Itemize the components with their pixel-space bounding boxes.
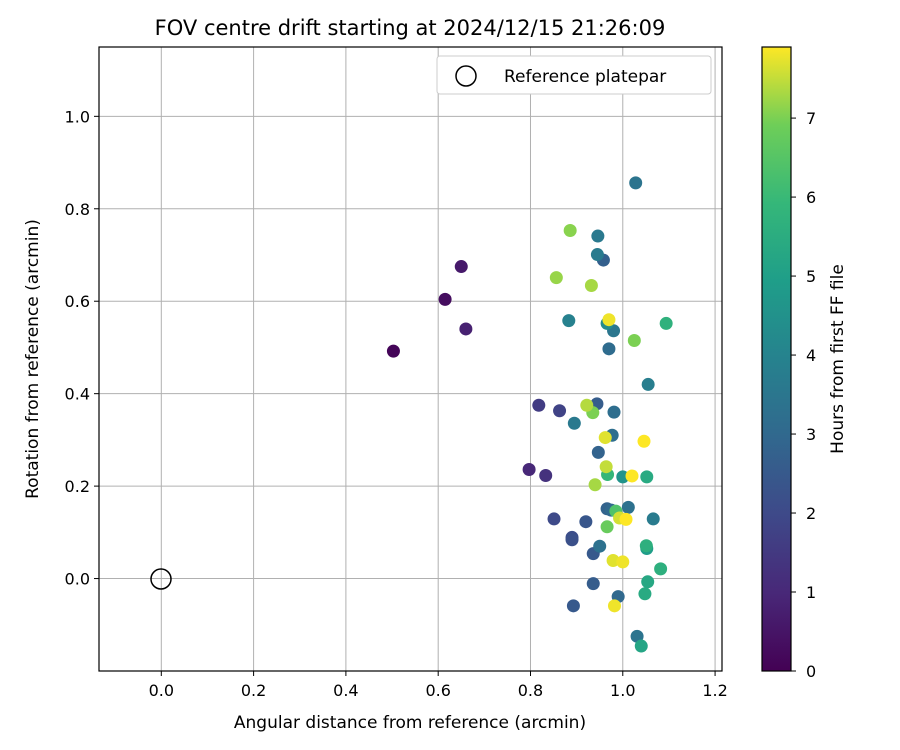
data-point — [640, 470, 654, 484]
data-point — [562, 314, 576, 328]
colorbar-label: Hours from first FF file — [828, 264, 848, 454]
x-axis-label: Angular distance from reference (arcmin) — [234, 713, 586, 733]
y-tick-label: 0.6 — [65, 292, 90, 311]
data-point — [641, 575, 655, 589]
data-point — [547, 512, 561, 526]
data-point — [584, 279, 598, 293]
data-point — [549, 271, 563, 285]
data-point — [522, 462, 536, 476]
data-point — [580, 398, 594, 412]
colorbar-tick-label: 2 — [806, 504, 816, 523]
legend-box — [436, 55, 712, 95]
data-point — [600, 520, 614, 534]
data-point — [625, 469, 639, 483]
colorbar-tick-label: 5 — [806, 267, 816, 286]
data-point — [654, 562, 668, 576]
legend-marker-icon — [455, 65, 477, 87]
y-axis-ticks: 0.0 0.2 0.4 0.6 0.8 1.0 — [65, 107, 99, 589]
data-point — [621, 500, 635, 514]
data-point — [565, 533, 579, 547]
data-point — [646, 512, 660, 526]
data-point — [454, 260, 468, 274]
grid-lines — [99, 47, 722, 671]
colorbar-tick-label: 4 — [806, 346, 816, 365]
data-point — [599, 460, 613, 474]
x-tick-label: 1.2 — [702, 681, 727, 700]
data-point — [438, 292, 452, 306]
data-point — [586, 577, 600, 591]
colorbar-gradient — [762, 47, 791, 671]
plot-frame — [98, 46, 723, 672]
y-tick-label: 0.4 — [65, 385, 90, 404]
data-point — [591, 229, 605, 243]
colorbar-tick-label: 6 — [806, 188, 816, 207]
x-axis-ticks: 0.0 0.2 0.4 0.6 0.8 1.0 1.2 — [149, 671, 728, 700]
data-point — [627, 334, 641, 348]
data-point — [566, 599, 580, 613]
data-points — [386, 176, 673, 653]
colorbar-tick-label: 0 — [806, 662, 816, 681]
data-point — [593, 539, 607, 553]
data-point — [639, 539, 653, 553]
chart-title: FOV centre drift starting at 2024/12/15 … — [155, 16, 666, 40]
colorbar-tick-label: 7 — [806, 109, 816, 128]
data-point — [630, 629, 644, 643]
data-point — [591, 445, 605, 459]
data-point — [659, 316, 673, 330]
data-point — [638, 587, 652, 601]
colorbar: 0 1 2 3 4 5 6 7 Hours from first FF file — [761, 46, 848, 681]
data-point — [459, 322, 473, 336]
data-point — [607, 599, 621, 613]
x-tick-label: 0.2 — [241, 681, 266, 700]
x-tick-label: 0.6 — [425, 681, 450, 700]
y-tick-label: 0.0 — [65, 570, 90, 589]
data-point — [598, 431, 612, 445]
colorbar-tick-label: 3 — [806, 425, 816, 444]
y-tick-label: 0.8 — [65, 200, 90, 219]
data-point — [539, 468, 553, 482]
y-axis-label: Rotation from reference (arcmin) — [23, 219, 43, 499]
legend-entry-label: Reference platepar — [504, 67, 666, 87]
data-point — [590, 248, 604, 262]
x-tick-label: 0.8 — [518, 681, 543, 700]
data-point — [553, 404, 567, 418]
data-point — [616, 555, 630, 569]
data-point — [386, 344, 400, 358]
data-point — [579, 515, 593, 529]
data-point — [567, 416, 581, 430]
data-point — [563, 224, 577, 238]
colorbar-tick-label: 1 — [806, 583, 816, 602]
y-tick-label: 1.0 — [65, 107, 90, 126]
data-point — [607, 405, 621, 419]
legend: Reference platepar — [436, 55, 712, 95]
x-tick-label: 1.0 — [610, 681, 635, 700]
colorbar-ticks: 0 1 2 3 4 5 6 7 — [791, 109, 816, 681]
x-tick-label: 0.4 — [333, 681, 358, 700]
data-point — [634, 639, 648, 653]
data-point — [641, 377, 655, 391]
reference-platepar-marker — [150, 568, 172, 590]
data-point — [602, 342, 616, 356]
data-point — [629, 176, 643, 190]
y-tick-label: 0.2 — [65, 477, 90, 496]
colorbar-frame — [761, 46, 792, 672]
data-point — [602, 313, 616, 327]
data-point — [637, 434, 651, 448]
data-point — [619, 512, 633, 526]
data-point — [606, 554, 620, 568]
data-point — [532, 398, 546, 412]
data-point — [588, 478, 602, 492]
x-tick-label: 0.0 — [149, 681, 174, 700]
